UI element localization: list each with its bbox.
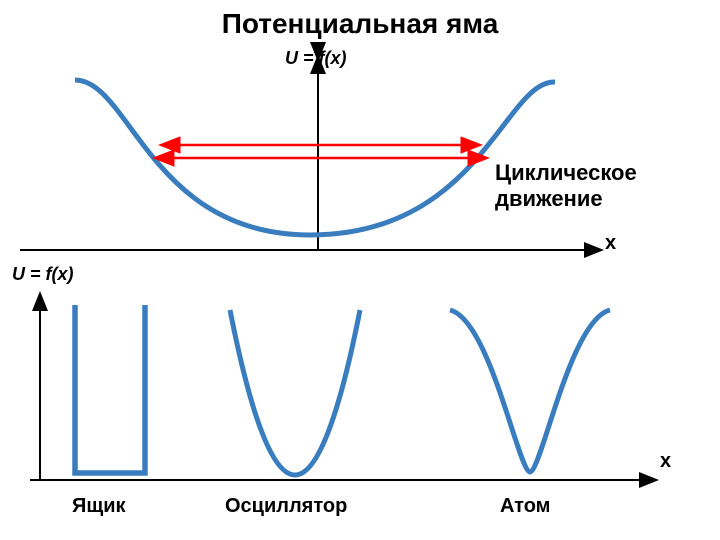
bottom-x-label: x xyxy=(660,450,671,473)
cyclic-label: Циклическое движение xyxy=(495,160,637,213)
diagram-container: Потенциальная яма U = f(x) x Циклическое… xyxy=(0,0,720,540)
top-x-label: x xyxy=(605,232,616,255)
cyclic-line1: Циклическое xyxy=(495,160,637,186)
bottom-u-label: U = f(x) xyxy=(12,264,74,285)
oscillator-curve xyxy=(230,310,360,475)
box-label: Ящик xyxy=(72,495,126,518)
cyclic-line2: движение xyxy=(495,186,637,212)
diagram-svg xyxy=(0,0,720,540)
main-title: Потенциальная яма xyxy=(180,8,540,40)
top-axis-label: U = f(x) xyxy=(285,48,347,69)
box-well-curve xyxy=(75,305,145,473)
atom-label: Атом xyxy=(500,495,550,518)
atom-curve xyxy=(450,310,610,472)
oscillator-label: Осциллятор xyxy=(225,495,347,518)
